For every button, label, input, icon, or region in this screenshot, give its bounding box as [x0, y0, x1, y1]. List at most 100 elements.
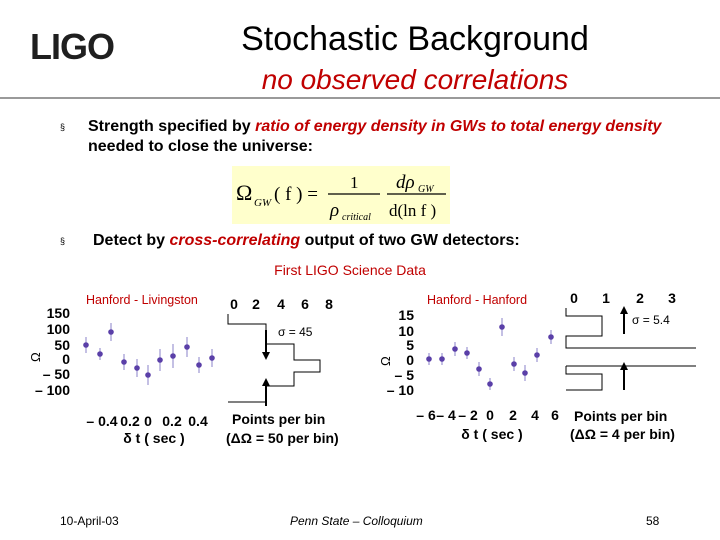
- left-x-tick: 0.4: [188, 413, 208, 429]
- bullet-text-1: Strength specified by ratio of energy de…: [88, 117, 688, 157]
- right-y-tick: – 5: [395, 367, 415, 383]
- right-y-tick: 15: [398, 307, 414, 323]
- right-y-title: Ω: [380, 356, 393, 366]
- bullet-2-emphasis: cross-correlating: [169, 232, 301, 249]
- right-x-tick: 4: [531, 407, 539, 423]
- left-sigma-arrow-head-down: [262, 378, 270, 386]
- left-data-point: [157, 357, 163, 363]
- left-x-tick: 0: [144, 413, 152, 429]
- right-hist-tick: 0: [570, 290, 578, 306]
- right-data-point: [534, 352, 540, 358]
- right-sigma-arrow-head-up: [620, 306, 628, 314]
- right-histogram: [565, 308, 696, 391]
- left-data-point: [121, 359, 127, 365]
- left-sigma-arrow-head-up: [262, 352, 270, 360]
- right-y-tick: 10: [398, 323, 414, 339]
- right-data-point: [452, 346, 458, 352]
- left-delta-note: (ΔΩ = 50 per bin): [226, 430, 339, 446]
- right-x-tick: 2: [509, 407, 517, 423]
- left-y-tick: 150: [47, 305, 71, 321]
- right-data-point: [511, 361, 517, 367]
- right-correlation-plot: Ω 15 10 5 0 – 5 – 10 – 6 – 4 – 2 0 2 4 6…: [380, 290, 696, 442]
- left-x-tick: 0.2: [120, 413, 140, 429]
- right-data-point: [426, 356, 432, 362]
- slide-title: Stochastic Background: [241, 20, 589, 58]
- left-hist-tick: 6: [301, 296, 309, 312]
- right-hist-tick: 2: [636, 290, 644, 306]
- left-data-point: [145, 372, 151, 378]
- left-hist-tick: 8: [325, 296, 333, 312]
- left-y-tick: 0: [62, 351, 70, 367]
- right-x-tick: – 4: [436, 407, 456, 423]
- left-data-point: [209, 355, 215, 361]
- formula-frac1-den: ρ: [329, 200, 339, 221]
- right-hist-tick: 1: [602, 290, 610, 306]
- omega-gw-formula: Ω GW ( f ) = 1 ρ critical dρ GW d(ln f ): [236, 172, 446, 223]
- right-x-tick: 6: [551, 407, 559, 423]
- formula-lhs-symbol: Ω: [236, 180, 252, 205]
- left-y-tick: 100: [47, 321, 71, 337]
- right-plot-label: Hanford - Hanford: [427, 293, 528, 307]
- right-data-point: [548, 334, 554, 340]
- left-data-points: [83, 323, 215, 385]
- left-plot-label: Hanford - Livingston: [86, 293, 198, 307]
- right-data-point: [439, 356, 445, 362]
- slide-subtitle: no observed correlations: [261, 64, 569, 95]
- right-delta-note: (ΔΩ = 4 per bin): [570, 426, 675, 442]
- left-x-tick: – 0.4: [86, 413, 117, 429]
- left-hist-tick: 2: [252, 296, 260, 312]
- right-hist-tick: 3: [668, 290, 676, 306]
- left-data-point: [97, 351, 103, 357]
- left-hist-tick: 4: [277, 296, 285, 312]
- footer-page-number: 58: [646, 514, 660, 528]
- ligo-logo: LIGO: [30, 26, 115, 67]
- footer-venue: Penn State – Colloquium: [290, 514, 423, 528]
- right-x-title: δ t ( sec ): [461, 426, 522, 442]
- science-data-label: First LIGO Science Data: [274, 262, 426, 278]
- bullet-marker: §: [60, 122, 66, 132]
- left-y-title: Ω: [30, 352, 43, 362]
- right-y-tick: – 10: [387, 382, 414, 398]
- right-y-tick: 5: [406, 337, 414, 353]
- right-sigma-label: σ = 5.4: [632, 313, 670, 327]
- left-points-per-bin: Points per bin: [232, 411, 325, 427]
- formula-frac1-den-sub: critical: [342, 212, 371, 223]
- left-x-title: δ t ( sec ): [123, 430, 184, 446]
- formula-frac2-num: dρ: [396, 172, 415, 193]
- right-data-points: [426, 318, 554, 390]
- formula-box: Ω GW ( f ) = 1 ρ critical dρ GW d(ln f ): [232, 166, 450, 224]
- bullet-1-pre: Strength specified by: [88, 118, 256, 135]
- bullet-2-post: output of two GW detectors:: [300, 232, 520, 249]
- left-x-tick: 0.2: [162, 413, 182, 429]
- left-y-tick: – 50: [43, 366, 70, 382]
- right-points-per-bin: Points per bin: [574, 408, 667, 424]
- right-sigma-arrow-head-down: [620, 362, 628, 370]
- formula-frac1-num: 1: [350, 173, 359, 192]
- left-data-point: [83, 342, 89, 348]
- right-x-tick: 0: [486, 407, 494, 423]
- bullet-1-post: needed to close the universe:: [88, 138, 313, 155]
- left-correlation-plot: Ω 150 100 50 0 – 50 – 100 – 0.4 0.2 0 0.…: [30, 296, 339, 446]
- right-y-tick: 0: [406, 352, 414, 368]
- left-data-point: [108, 329, 114, 335]
- left-y-tick: – 100: [35, 382, 70, 398]
- right-data-point: [476, 366, 482, 372]
- right-data-point: [464, 350, 470, 356]
- left-sigma-label: σ = 45: [278, 325, 313, 339]
- left-y-tick: 50: [54, 337, 70, 353]
- formula-frac2-den: d(ln f ): [389, 201, 436, 220]
- left-hist-tick: 0: [230, 296, 238, 312]
- header-divider: [0, 97, 720, 99]
- formula-lhs-sub: GW: [254, 197, 272, 209]
- left-data-point: [134, 365, 140, 371]
- left-data-point: [170, 353, 176, 359]
- bullet-1-emphasis: ratio of energy density in GWs to total …: [255, 118, 662, 135]
- right-x-tick: – 2: [458, 407, 478, 423]
- bullet-2-pre: Detect by: [93, 232, 170, 249]
- formula-frac2-num-sub: GW: [418, 184, 435, 195]
- right-x-tick: – 6: [416, 407, 436, 423]
- left-data-point: [196, 362, 202, 368]
- bullet-text-2: Detect by cross-correlating output of tw…: [93, 231, 693, 251]
- footer-date: 10-April-03: [60, 514, 119, 528]
- bullet-marker: §: [60, 236, 66, 246]
